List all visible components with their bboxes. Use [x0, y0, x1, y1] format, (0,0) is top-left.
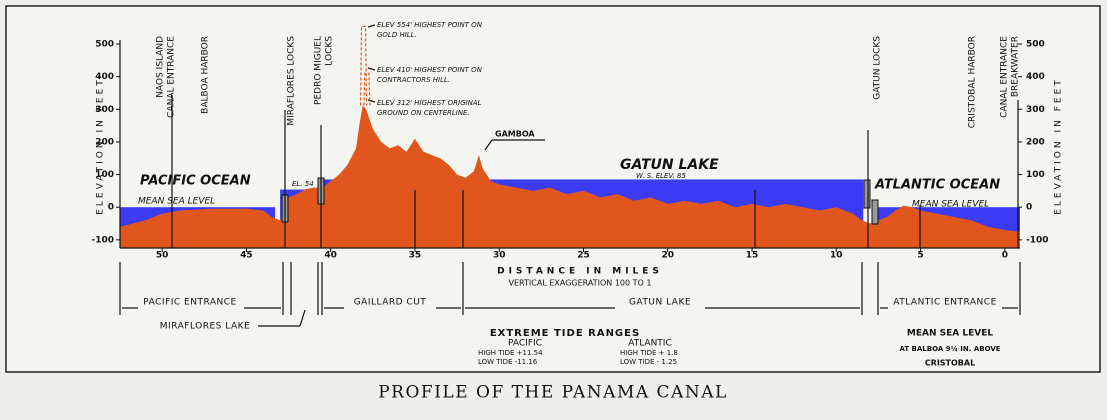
lock — [871, 199, 879, 225]
elevation-note: ELEV 410' HIGHEST POINT ON — [377, 66, 483, 74]
landmark-label: CANAL ENTRANCE — [1000, 36, 1010, 118]
y-tick-label-right: 300 — [1026, 105, 1045, 115]
section-label: PACIFIC ENTRANCE — [143, 298, 236, 308]
section-dividers — [119, 262, 1021, 327]
y-tick-label: 300 — [95, 105, 114, 115]
x-tick-label: 15 — [746, 251, 759, 261]
landmark-label: NAOS ISLAND — [156, 36, 166, 98]
leader — [299, 309, 306, 327]
landmark-label: PEDRO MIGUEL — [314, 36, 324, 105]
sea-level-label: MEAN SEA LEVEL — [138, 197, 215, 207]
landmark-label: CANAL ENTRANCE — [167, 36, 177, 118]
landmark-label: LOCKS — [325, 36, 335, 66]
y-tick-label: 500 — [95, 40, 114, 50]
place-label: GAMBOA — [495, 130, 535, 139]
section-label: MIRAFLORES LAKE — [160, 322, 250, 332]
ocean-label: ATLANTIC OCEAN — [874, 178, 1000, 193]
msl-text: AT BALBOA 9¼ IN. ABOVE — [899, 345, 1000, 353]
y-tick-label-right: 400 — [1026, 72, 1045, 82]
elevation-note: GOLD HILL. — [377, 31, 417, 39]
peak-outline — [363, 72, 371, 106]
lake-level: EL. 54 — [292, 180, 314, 188]
x-tick-label: 35 — [409, 251, 422, 261]
landmark-label: MIRAFLORES LOCKS — [287, 36, 297, 126]
elevation-note: GROUND ON CENTERLINE. — [377, 109, 470, 117]
peak-outline — [359, 25, 368, 106]
y-tick-label-right: -100 — [1026, 235, 1049, 245]
section-label: GAILLARD CUT — [354, 298, 427, 308]
msl-text: CRISTOBAL — [925, 359, 975, 368]
lake-level: W. S. ELEV. 85 — [636, 172, 686, 180]
x-tick-label: 30 — [493, 251, 506, 261]
x-tick-label: 5 — [917, 251, 923, 261]
x-tick-label: 25 — [577, 251, 590, 261]
leader — [484, 139, 493, 151]
msl-title: MEAN SEA LEVEL — [907, 329, 993, 339]
x-axis-label: DISTANCE IN MILES — [497, 267, 663, 277]
x-tick-label: 40 — [324, 251, 337, 261]
landmark-label: CRISTOBAL HARBOR — [968, 36, 978, 128]
y-axis-label-right: ELEVATION IN FEET — [1054, 77, 1064, 215]
title: PROFILE OF THE PANAMA CANAL — [378, 383, 728, 403]
leader — [367, 24, 376, 28]
y-tick-label-right: 0 — [1026, 203, 1032, 213]
landmark-label: GATUN LOCKS — [873, 36, 883, 100]
terrain-area — [120, 105, 1020, 249]
ground-layer — [120, 105, 1020, 249]
lock — [863, 179, 871, 209]
x-tick-label: 10 — [830, 251, 843, 261]
lake-label: GATUN LAKE — [620, 157, 719, 173]
y-axis-label: ELEVATION IN FEET — [96, 77, 106, 215]
sea-level-label: MEAN SEA LEVEL — [912, 200, 989, 210]
tide-heading: ATLANTIC — [628, 339, 672, 349]
elevation-note: ELEV 312' HIGHEST ORIGINAL — [377, 99, 482, 107]
section-label: GATUN LAKE — [629, 298, 691, 308]
y-tick-label-right: 100 — [1026, 170, 1045, 180]
y-tick-label-right: 200 — [1026, 137, 1045, 147]
elevation-note: CONTRACTORS HILL. — [377, 76, 450, 84]
y-tick-label: 100 — [95, 170, 114, 180]
tide-value: LOW TIDE -11.16 — [478, 358, 538, 366]
landmark-label: BREAKWATER — [1011, 36, 1021, 97]
x-tick-label: 0 — [1002, 251, 1008, 261]
tide-value: LOW TIDE - 1.25 — [620, 358, 677, 366]
x-axis-note: VERTICAL EXAGGERATION 100 TO 1 — [509, 279, 652, 288]
ocean-label: PACIFIC OCEAN — [140, 174, 251, 189]
x-tick-label: 45 — [240, 251, 253, 261]
y-tick-label: -100 — [91, 235, 114, 245]
tide-value: HIGH TIDE +11.54 — [478, 349, 543, 357]
tide-heading: PACIFIC — [508, 339, 542, 349]
elevation-note: ELEV 554' HIGHEST POINT ON — [377, 21, 483, 29]
tide-value: HIGH TIDE + 1.8 — [620, 349, 678, 357]
leader — [367, 67, 376, 71]
x-tick-label: 20 — [661, 251, 674, 261]
y-tick-label: 200 — [95, 137, 114, 147]
tide-title: EXTREME TIDE RANGES — [490, 328, 640, 339]
y-tick-label: 400 — [95, 72, 114, 82]
y-tick-label-right: 500 — [1026, 40, 1045, 50]
x-tick-label: 50 — [156, 251, 169, 261]
section-label: ATLANTIC ENTRANCE — [893, 298, 997, 308]
landmark-label: BALBOA HARBOR — [201, 36, 211, 114]
y-tick-label: 0 — [108, 203, 114, 213]
